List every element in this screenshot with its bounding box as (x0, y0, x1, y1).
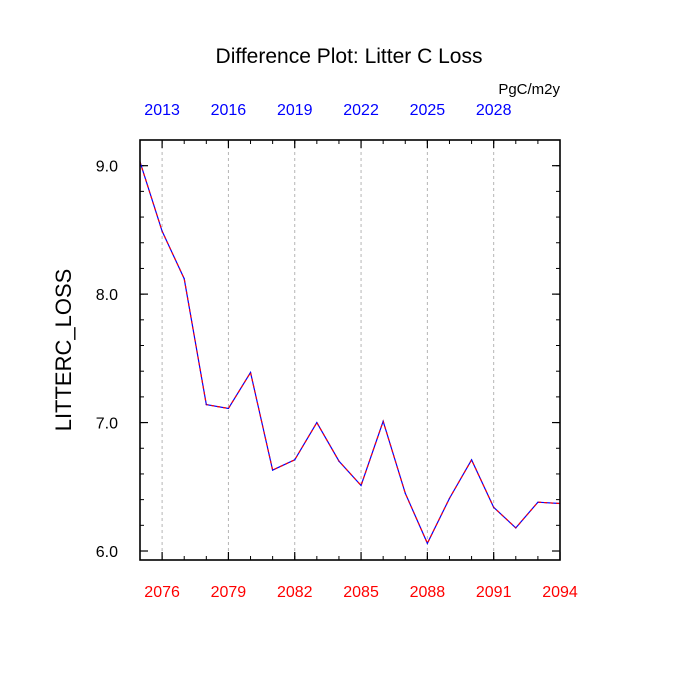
grid-lines (161, 140, 495, 560)
x-top-tick-label: 2013 (144, 102, 180, 119)
x-bottom-tick-label: 2088 (410, 584, 446, 601)
major-ticks (140, 140, 561, 560)
data-point (537, 501, 539, 503)
series-line-dashes (139, 161, 561, 545)
tick-labels: 2076 2079 2082 2085 2088 2091 2094 2013 2016 2019… (96, 102, 578, 601)
x-top-tick-label: 2019 (277, 102, 313, 119)
y-tick-label: 8.0 (96, 287, 118, 304)
series-group (139, 161, 561, 545)
data-point (316, 421, 318, 424)
y-axis-label: LITTERC_LOSS (51, 269, 76, 432)
data-point (272, 469, 274, 471)
x-top-tick-label: 2016 (211, 102, 247, 119)
data-point (338, 460, 340, 462)
x-bottom-tick-label: 2082 (277, 584, 313, 601)
data-point (161, 230, 163, 232)
x-bottom-tick-label: 2076 (144, 584, 180, 601)
series-line (139, 161, 561, 545)
x-top-tick-label: 2022 (343, 102, 379, 119)
x-bottom-tick-label: 2091 (476, 584, 512, 601)
data-point (470, 459, 473, 461)
x-top-tick-label: 2028 (476, 102, 512, 119)
data-point (515, 527, 517, 529)
data-point (448, 497, 451, 499)
data-point (205, 403, 207, 406)
minor-ticks (139, 139, 561, 560)
data-point (426, 542, 428, 544)
data-point (227, 407, 230, 410)
data-point (294, 459, 296, 461)
data-point (360, 484, 362, 487)
x-top-tick-label: 2025 (410, 102, 446, 119)
chart-title: Difference Plot: Litter C Loss (216, 45, 483, 68)
x-bottom-tick-label: 2085 (343, 584, 379, 601)
y-tick-label: 6.0 (96, 544, 118, 561)
data-point (404, 492, 406, 494)
data-point (382, 420, 384, 422)
data-point (183, 278, 185, 280)
data-point (249, 371, 252, 374)
x-bottom-tick-label: 2079 (211, 584, 247, 601)
y-tick-label: 9.0 (96, 159, 118, 176)
y-tick-label: 7.0 (96, 416, 118, 433)
data-point (493, 506, 495, 508)
plot-frame (139, 139, 561, 561)
x-bottom-tick-label: 2094 (542, 584, 578, 601)
units-label: PgC/m2y (498, 81, 560, 98)
